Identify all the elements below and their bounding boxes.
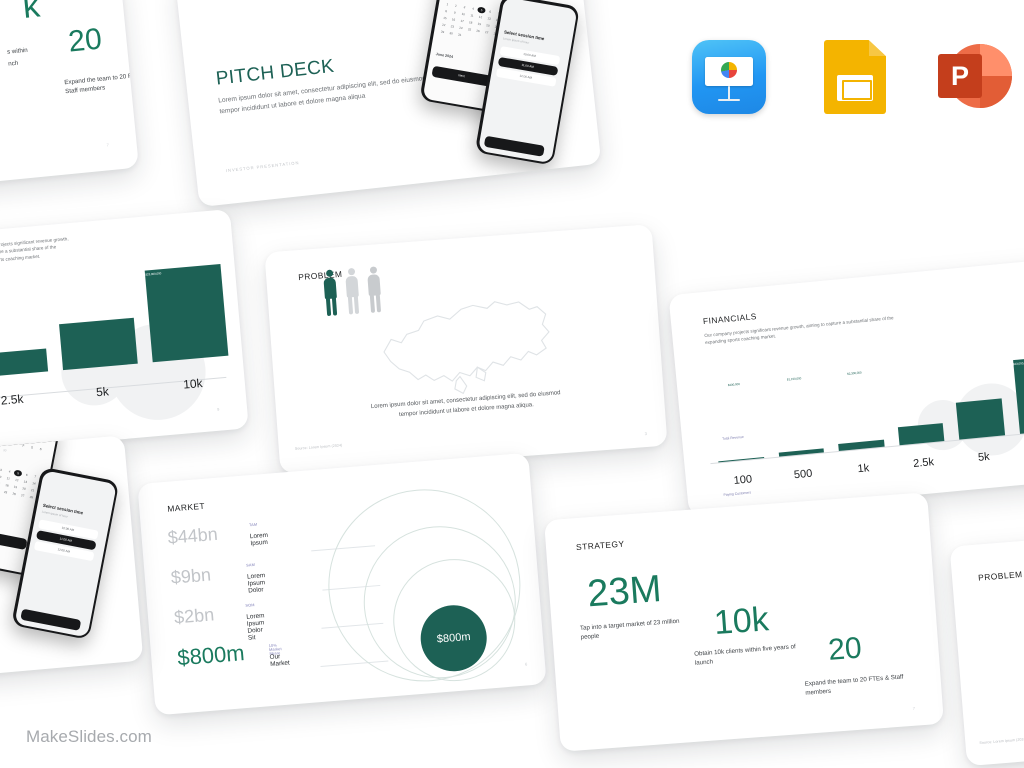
strategy-stat-caption-3: Expand the team to 20 FTEs & Staff membe… xyxy=(804,673,904,697)
strategy-stat-number-1: 23M xyxy=(586,568,663,616)
page-number: 3 xyxy=(644,430,648,437)
keynote-icon[interactable] xyxy=(692,40,766,114)
financials-clipped-subtitle: Our company projects significant revenue… xyxy=(0,236,69,265)
chart-x-tick-10k: 10k xyxy=(182,376,204,392)
problem-clipped-source: Source: Lorem Ipsum (2024) xyxy=(979,737,1024,746)
bar-value-label: $11,500,000 xyxy=(54,279,71,285)
strategy-stat-number-2: 10k xyxy=(712,600,771,643)
slide-phone-mockups-clipped[interactable]: Select start session date Lorem ipsum do… xyxy=(0,435,144,683)
chart-x-tick-1k: 1k xyxy=(857,462,870,476)
page-number: 7 xyxy=(912,705,916,711)
chart-bar-5k: $11,500,000 xyxy=(55,272,139,371)
bar-value-label: $230,000 xyxy=(727,381,741,387)
phone2-date-next-label: Next xyxy=(0,527,27,549)
bar-rect: $11,500,000 xyxy=(55,279,139,371)
bar-rect: $5,750,000 xyxy=(0,348,48,379)
bar-value-label: $5,750,000 xyxy=(892,372,908,378)
market-label-sam: Lorem Ipsum Dolor xyxy=(246,572,266,595)
chart-bar-5k: $11,500,000 xyxy=(952,362,1005,440)
phone-time-confirm-button[interactable] xyxy=(483,135,545,157)
page-number: 9 xyxy=(216,406,220,412)
strategy-stat-caption-2: Obtain 10k clients within five years of … xyxy=(693,643,797,667)
phone2-time-confirm-button[interactable] xyxy=(19,608,81,631)
bar-value-label: $1,150,000 xyxy=(786,375,802,382)
problem-source: Source: Lorem Ipsum (2024) xyxy=(294,443,343,451)
market-title: MARKET xyxy=(167,500,206,514)
market-label-tam: Lorem Ipsum xyxy=(249,531,269,548)
strategy-clipped-stat-number-partial: k xyxy=(20,0,42,26)
bar-rect: $23,000,000 xyxy=(1012,355,1024,434)
market-label-our-market: Our Market xyxy=(269,653,290,669)
slide-strategy-clipped[interactable]: k s within nch 20 Expand the team to 20 … xyxy=(0,0,139,192)
strategy-title: STRATEGY xyxy=(575,538,625,553)
slide-market[interactable]: MARKET $44bn TAM Lorem Ipsum $9bn SAM Lo… xyxy=(137,452,547,716)
market-bubble-label: $800m xyxy=(436,630,471,646)
strategy-clipped-stat-caption: Expand the team to 20 FTEs & Staff membe… xyxy=(64,71,139,96)
slide-financials-clipped[interactable]: Our company projects significant revenue… xyxy=(0,208,249,464)
chart-x-tick-500: 500 xyxy=(793,467,813,482)
bar-rect xyxy=(718,457,764,463)
phone2-calendar-grid[interactable]: 1234567 891011121314 15161718192021 2223… xyxy=(0,467,37,499)
strategy-stat-caption-1: Tap into a target market of 23 million p… xyxy=(579,617,680,642)
chart-bar-500: $1,150,000 xyxy=(772,375,824,457)
phone-calendar-next-month: June 2024 xyxy=(435,51,454,59)
market-value-tam: $44bn xyxy=(166,523,219,548)
bar-value-label: $23,000,000 xyxy=(145,271,162,277)
chart-x-tick-2.5k: 2.5k xyxy=(912,456,935,470)
chart-x-tick-100: 100 xyxy=(733,473,753,487)
market-tag-som: SOM xyxy=(245,603,255,608)
app-icons-row: P xyxy=(692,40,1012,114)
bar-value-label: $2,300,000 xyxy=(846,369,862,376)
market-tag-tam: TAM xyxy=(248,522,258,528)
financials-bar-chart: Total Revenue Paying Customers $230,000 $… xyxy=(703,355,1024,500)
slide-pitch-deck[interactable]: PITCH DECK Lorem ipsum dolor sit amet, c… xyxy=(174,0,602,208)
phone-date-next-label: Next xyxy=(458,73,465,79)
page-number: 7 xyxy=(106,142,110,148)
person-icon-highlighted xyxy=(322,269,339,317)
bar-rect: $23,000,000 xyxy=(144,264,229,363)
site-watermark: MakeSlides.com xyxy=(26,727,152,746)
pitch-deck-footer: INVESTOR PRESENTATION xyxy=(225,160,300,174)
market-label-som: Lorem Ipsum Dolor Sit xyxy=(246,612,265,642)
people-icons-group xyxy=(322,266,383,317)
chart-bar-2.5k: $5,750,000 xyxy=(0,280,48,379)
chart-x-tick-2.5k: 2.5k xyxy=(0,391,24,408)
bar-rect: $11,500,000 xyxy=(953,366,1005,440)
chart-bar-100: $230,000 xyxy=(711,381,764,463)
google-slides-icon[interactable] xyxy=(824,40,886,114)
chart-x-tick-10k: 10k xyxy=(1020,437,1024,467)
strategy-stat-number-3: 20 xyxy=(827,631,863,667)
market-value-som: $2bn xyxy=(173,604,215,628)
chart-bar-1k: $2,300,000 xyxy=(832,369,885,451)
bar-value-label: $11,500,000 xyxy=(952,366,969,372)
slide-problem-clipped[interactable]: PROBLEM Source: Lorem Ipsum (2024) xyxy=(949,525,1024,767)
map-outline-graphic xyxy=(368,287,565,401)
financials-clipped-chart: $2,300,000$5,750,000$11,500,000$23,000,0… xyxy=(0,264,230,444)
market-value-sam: $9bn xyxy=(170,564,212,588)
market-value-our-market: $800m xyxy=(176,640,246,671)
person-icon-muted-1 xyxy=(344,267,361,315)
problem-clipped-title: PROBLEM xyxy=(977,569,1023,583)
phone2-date-next-button[interactable]: Next xyxy=(0,527,28,550)
chart-x-tick-5k: 5k xyxy=(977,450,991,464)
market-rings-graphic: $800m xyxy=(320,477,536,692)
phone-date-next-button[interactable]: Next xyxy=(431,65,493,87)
slide-financials[interactable]: FINANCIALS Our company projects signific… xyxy=(668,257,1024,517)
market-tag-sam: SAM xyxy=(246,562,256,568)
page-number: 6 xyxy=(524,661,528,667)
slide-problem[interactable]: PROBLEM xyxy=(264,224,668,474)
financials-title: FINANCIALS xyxy=(702,311,758,327)
chart-bar-10k: $23,000,000 xyxy=(144,264,229,363)
chart-bar-2.5k: $5,750,000 xyxy=(892,367,945,446)
person-icon-muted-2 xyxy=(366,266,383,313)
slide-strategy[interactable]: STRATEGY 23M Tap into a target market of… xyxy=(544,492,944,752)
strategy-clipped-stat-number: 20 xyxy=(66,22,104,59)
powerpoint-glyph: P xyxy=(950,60,969,91)
bar-value-label: $23,000,000 xyxy=(1012,360,1024,367)
powerpoint-icon[interactable]: P xyxy=(938,40,1012,114)
chart-bar-10k: $23,000,000 xyxy=(1012,355,1024,434)
